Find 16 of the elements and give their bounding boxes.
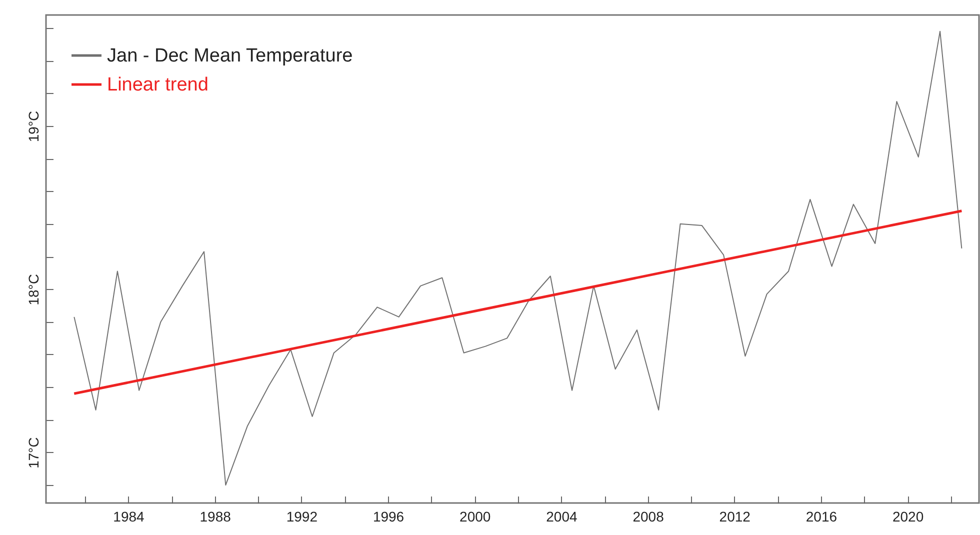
legend-label: Jan - Dec Mean Temperature xyxy=(107,46,353,66)
y-tick-label: 18°C xyxy=(26,274,42,306)
x-tick-label: 2000 xyxy=(460,508,491,524)
x-tick-label: 2012 xyxy=(719,508,751,524)
legend-label: Linear trend xyxy=(107,74,208,96)
x-tick-label: 2004 xyxy=(546,508,578,524)
x-tick-label: 1984 xyxy=(113,508,145,524)
y-tick-label: 19°C xyxy=(26,110,42,142)
line-series xyxy=(74,30,962,486)
x-tick-label: 2008 xyxy=(632,508,664,524)
x-tick-label: 1996 xyxy=(372,508,404,524)
x-tick-label: 1988 xyxy=(200,508,232,524)
x-tick-label: 2020 xyxy=(892,508,924,524)
y-tick-label: 17°C xyxy=(26,437,42,469)
x-tick-label: 2016 xyxy=(806,508,838,524)
x-tick-label: 1992 xyxy=(286,508,318,524)
